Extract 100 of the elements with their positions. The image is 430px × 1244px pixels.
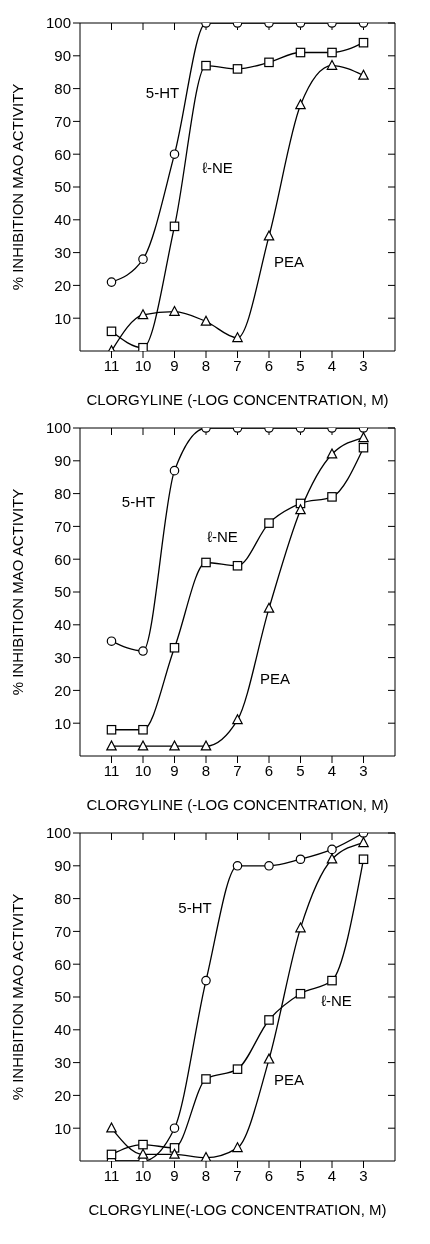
y-tick-label: 30 — [54, 648, 71, 666]
point — [327, 844, 337, 855]
point — [358, 432, 369, 443]
point — [106, 740, 117, 751]
series-label: PEA — [259, 670, 291, 688]
point — [264, 861, 274, 871]
x-tick-label: 6 — [264, 1166, 274, 1184]
point — [106, 724, 117, 735]
y-tick-label: 20 — [54, 276, 71, 294]
y-tick-label: 80 — [54, 889, 71, 907]
point — [201, 975, 211, 986]
x-tick-label: 4 — [327, 761, 337, 779]
point — [169, 305, 180, 316]
x-tick-label: 11 — [103, 1166, 120, 1184]
y-tick-label: 90 — [54, 452, 71, 470]
point — [201, 557, 211, 568]
y-tick-label: 50 — [54, 178, 71, 196]
x-tick-label: 8 — [201, 761, 211, 779]
y-tick-label: 80 — [54, 79, 71, 97]
point — [295, 854, 306, 865]
x-tick-label: 3 — [359, 1166, 368, 1184]
series-label: 5-HT — [145, 84, 180, 102]
x-tick-label: 8 — [201, 356, 211, 374]
y-tick-label: 40 — [54, 1021, 71, 1039]
x-tick-label: 9 — [170, 1166, 179, 1184]
x-tick-label: 7 — [233, 1166, 242, 1184]
series-label: 5-HT — [121, 492, 156, 510]
x-axis-title: CLORGYLINE (-LOG CONCENTRATION, M) — [86, 391, 389, 408]
point — [169, 465, 180, 476]
y-tick-label: 70 — [54, 112, 71, 130]
y-tick-label: 90 — [54, 857, 71, 875]
y-tick-label: 60 — [54, 955, 71, 973]
point — [169, 149, 180, 159]
point — [358, 69, 369, 80]
y-tick-label: 30 — [54, 243, 71, 261]
point — [169, 642, 180, 653]
point — [327, 47, 337, 58]
point — [263, 602, 275, 613]
y-tick-label: 10 — [54, 1119, 71, 1137]
x-tick-label: 5 — [296, 356, 305, 374]
point — [295, 988, 306, 999]
y-tick-label: 50 — [54, 988, 71, 1006]
y-axis-title: % INHIBITION MAO ACTIVITY — [9, 83, 27, 291]
point — [106, 1122, 117, 1133]
point — [137, 309, 149, 320]
point — [295, 99, 306, 110]
point — [358, 442, 369, 453]
y-tick-label: 100 — [45, 419, 71, 437]
x-tick-label: 6 — [264, 356, 274, 374]
point — [326, 853, 338, 864]
x-tick-label: 6 — [264, 761, 274, 779]
point — [327, 492, 337, 502]
point — [200, 1151, 212, 1161]
y-tick-label: 10 — [54, 714, 71, 732]
x-tick-label: 4 — [327, 1166, 337, 1184]
point — [326, 448, 338, 459]
point — [137, 1148, 149, 1159]
x-tick-label: 7 — [233, 356, 242, 374]
series-label: 5-HT — [178, 898, 212, 916]
y-tick-label: 70 — [54, 517, 71, 535]
y-tick-label: 100 — [45, 14, 71, 32]
point — [358, 837, 369, 848]
point — [106, 326, 117, 337]
x-tick-label: 10 — [134, 1166, 152, 1184]
series-label: ℓ-NE — [321, 991, 352, 1009]
point — [169, 1123, 180, 1133]
y-tick-label: 60 — [54, 145, 71, 163]
point — [137, 740, 149, 751]
x-tick-label: 5 — [296, 1166, 305, 1184]
point — [232, 861, 243, 871]
y-tick-label: 90 — [54, 47, 71, 65]
x-axis-title: CLORGYLINE(-LOG CONCENTRATION, M) — [88, 1201, 387, 1218]
point — [327, 975, 337, 986]
point — [295, 922, 306, 933]
x-tick-label: 9 — [170, 761, 179, 779]
point — [264, 1015, 274, 1025]
series-label: ℓ-NE — [207, 527, 238, 545]
y-tick-label: 10 — [54, 309, 71, 327]
point — [106, 636, 117, 646]
point — [295, 504, 306, 515]
x-tick-label: 11 — [103, 356, 120, 374]
point — [232, 1064, 243, 1074]
point — [232, 560, 243, 571]
y-tick-label: 20 — [54, 681, 71, 699]
point — [169, 740, 180, 751]
point — [200, 740, 212, 751]
x-tick-label: 4 — [327, 356, 337, 374]
x-tick-label: 8 — [201, 1166, 211, 1184]
y-tick-label: 40 — [54, 211, 71, 229]
series-label: PEA — [273, 253, 305, 271]
point — [138, 646, 148, 656]
point — [138, 342, 148, 351]
point — [264, 518, 274, 528]
point — [232, 64, 243, 74]
point — [169, 1148, 180, 1159]
y-axis-title: % INHIBITION MAO ACTIVITY — [9, 893, 27, 1101]
y-tick-label: 60 — [54, 550, 71, 568]
point — [263, 230, 275, 241]
x-tick-label: 5 — [296, 761, 305, 779]
point — [138, 724, 148, 735]
